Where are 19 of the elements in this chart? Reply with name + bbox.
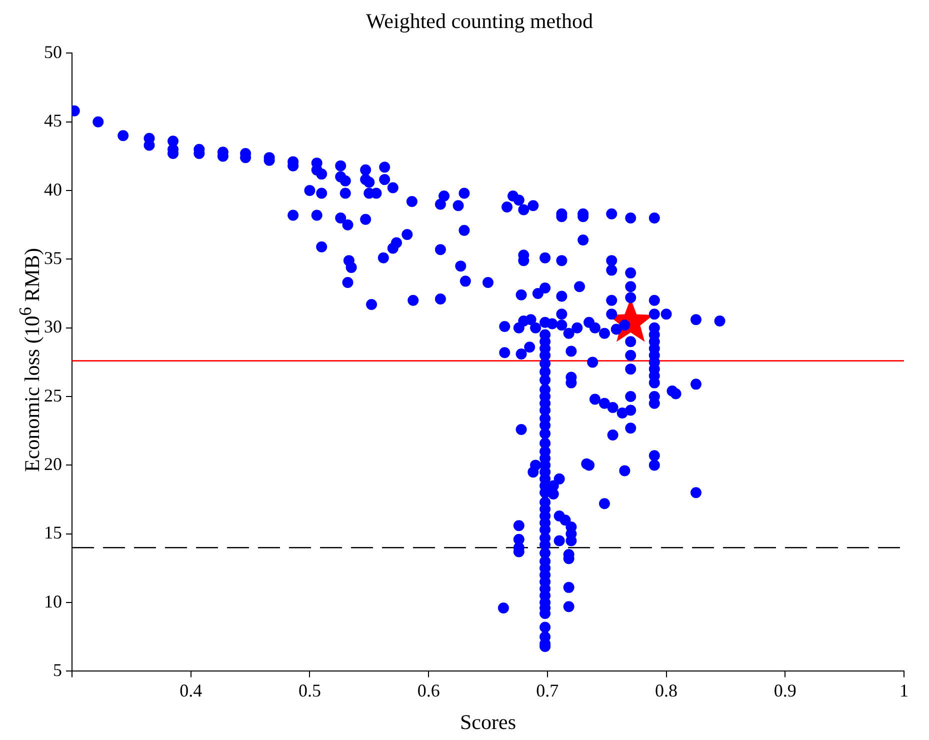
x-tick-label: 0.4	[180, 680, 202, 701]
x-tick-label: 0.8	[655, 680, 678, 701]
y-tick-label: 10	[44, 591, 62, 612]
x-tick-label: 0.7	[536, 680, 559, 701]
y-tick-label: 30	[44, 316, 62, 337]
x-tick-label: 0.9	[774, 680, 796, 701]
x-tick-label: 1	[900, 680, 908, 701]
x-tick-label: 0.5	[298, 680, 321, 701]
x-tick-label: 0.6	[417, 680, 440, 701]
y-tick-label: 20	[44, 454, 62, 474]
y-tick-label: 40	[44, 179, 62, 200]
y-tick-label: 5	[53, 660, 62, 680]
y-tick-label: 45	[44, 110, 62, 131]
x-axis-title: Scores	[460, 710, 516, 734]
y-tick-label: 25	[44, 385, 62, 406]
y-tick-label: 50	[44, 42, 62, 62]
y-tick-label: 15	[44, 522, 62, 543]
y-tick-label: 35	[44, 248, 62, 268]
chart-title: Weighted counting method	[366, 9, 594, 34]
